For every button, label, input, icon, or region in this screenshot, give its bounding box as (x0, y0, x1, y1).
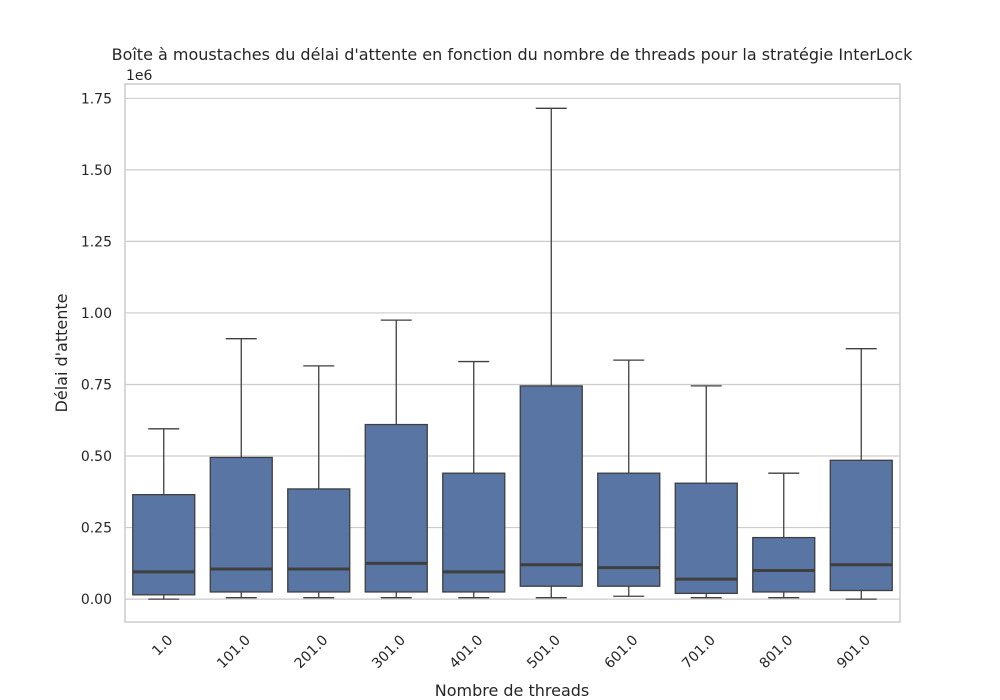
y-tick-label: 1.75 (81, 91, 112, 107)
y-tick-label: 0.75 (81, 377, 112, 393)
x-tick-label: 201.0 (292, 632, 332, 672)
box-801.0 (752, 472, 816, 599)
y-tick-label: 1.50 (81, 163, 112, 179)
iqr-box (287, 488, 351, 593)
y-axis-offset-label: 1e6 (126, 68, 153, 84)
x-tick-label: 1.0 (149, 632, 176, 659)
x-tick-label: 901.0 (834, 632, 874, 672)
y-tick-label: 1.25 (81, 234, 112, 250)
box-701.0 (674, 385, 738, 599)
box-101.0 (209, 338, 273, 599)
x-tick-label: 501.0 (524, 632, 564, 672)
iqr-box (442, 472, 506, 593)
y-tick-label: 1.00 (81, 306, 112, 322)
box-301.0 (364, 319, 428, 599)
x-tick-label: 801.0 (757, 632, 797, 672)
y-tick-label: 0.25 (81, 521, 112, 537)
chart-title: Boîte à moustaches du délai d'attente en… (112, 45, 914, 64)
box-201.0 (287, 365, 351, 599)
x-tick-label: 701.0 (679, 632, 719, 672)
plot-frame (124, 83, 901, 623)
iqr-box (364, 423, 428, 593)
y-tick-label: 0.00 (81, 592, 112, 608)
y-tick-labels: 0.00 0.25 0.50 0.75 1.00 1.25 1.50 1.75 (81, 91, 112, 608)
y-tick-label: 0.50 (81, 449, 112, 465)
boxes (132, 107, 893, 600)
box-1.0 (132, 428, 196, 600)
box-501.0 (519, 107, 583, 599)
iqr-box (597, 472, 661, 587)
x-tick-label: 601.0 (602, 632, 642, 672)
box-901.0 (829, 348, 893, 600)
iqr-box (209, 456, 273, 593)
iqr-box (752, 536, 816, 593)
iqr-box (829, 459, 893, 592)
x-tick-label: 401.0 (447, 632, 487, 672)
x-axis-label: Nombre de threads (435, 681, 590, 700)
iqr-box (132, 494, 196, 596)
iqr-box (674, 482, 738, 595)
x-tick-label: 301.0 (369, 632, 409, 672)
y-axis-label: Délai d'attente (52, 294, 71, 413)
box-601.0 (597, 359, 661, 597)
x-tick-label: 101.0 (214, 632, 254, 672)
iqr-box (519, 385, 583, 587)
x-tick-labels: 1.0 101.0 201.0 301.0 401.0 501.0 601.0 701.0 80… (149, 632, 874, 672)
box-401.0 (442, 360, 506, 599)
